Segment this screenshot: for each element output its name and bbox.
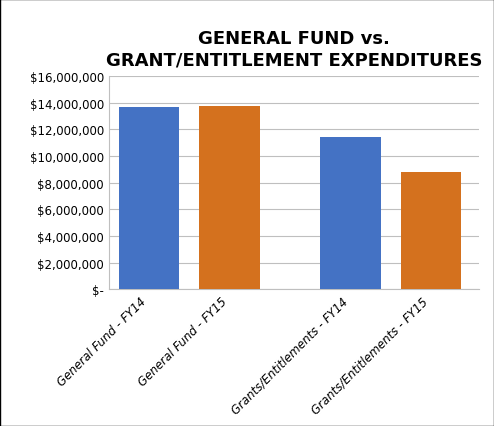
Bar bbox=[401, 173, 461, 290]
Bar bbox=[119, 107, 179, 290]
Title: GENERAL FUND vs.
GRANT/ENTITLEMENT EXPENDITURES: GENERAL FUND vs. GRANT/ENTITLEMENT EXPEN… bbox=[106, 29, 482, 69]
Bar bbox=[199, 106, 260, 290]
Bar bbox=[320, 138, 380, 290]
